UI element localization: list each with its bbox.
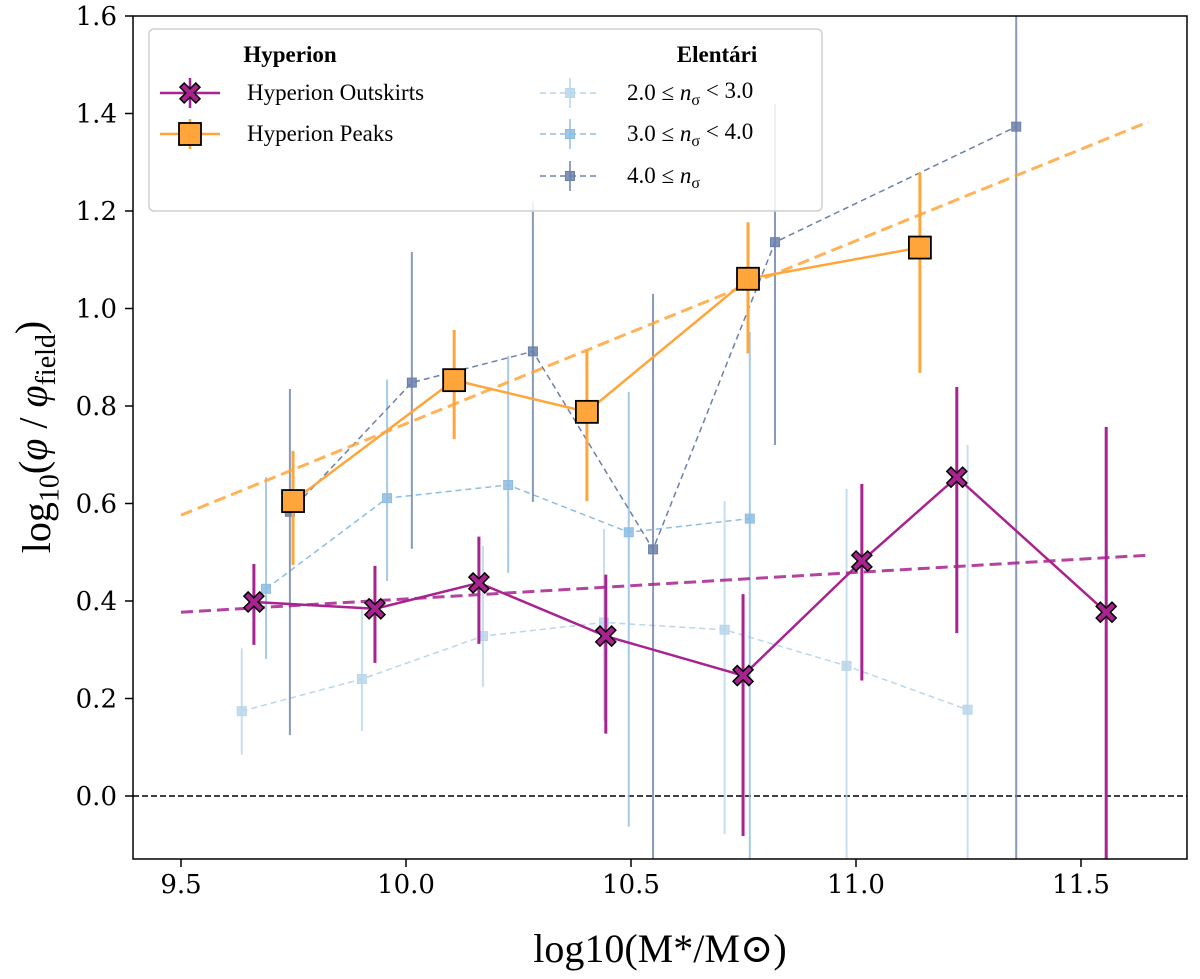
data-point	[503, 479, 514, 490]
legend-entry: 3.0 ≤ nσ < 4.0	[540, 119, 753, 150]
x-tick-label: 10.5	[602, 870, 660, 900]
data-point	[719, 624, 730, 635]
data-point	[850, 549, 873, 573]
data-point	[731, 664, 755, 687]
data-point	[841, 660, 852, 671]
x-tick-label: 10.0	[377, 870, 435, 900]
legend-label: 3.0 ≤ nσ < 4.0	[627, 119, 753, 150]
x-tick-label: 9.5	[160, 870, 201, 900]
y-tick-label: 1.6	[76, 2, 117, 32]
data-point	[527, 346, 538, 357]
series-hyperion-peaks	[180, 120, 1150, 565]
y-tick-label: 0.4	[76, 587, 117, 617]
legend-entry: Hyperion Outskirts	[160, 78, 424, 108]
data-point	[261, 583, 272, 594]
y-tick-label: 0.0	[76, 782, 117, 812]
legend-entry: 2.0 ≤ nσ < 3.0	[540, 78, 753, 109]
ticks: 9.5 10.0 10.5 11.0 11.5 0.0 0.2 0.4 0.6 0.8 1.0 1.2…	[76, 2, 1110, 900]
data-point	[363, 597, 387, 620]
data-point	[467, 571, 490, 595]
axes-frame	[132, 15, 1188, 860]
y-tick-label: 0.2	[76, 685, 117, 715]
legend-marker	[178, 81, 202, 105]
legend-entry: Hyperion Peaks	[160, 119, 393, 149]
data-point	[356, 674, 367, 684]
data-point	[744, 513, 755, 524]
legend-group-title-elentari: Elentári	[677, 42, 758, 67]
data-point	[406, 377, 417, 388]
legend-group-title-hyperion: Hyperion	[243, 42, 336, 67]
data-point	[281, 489, 305, 513]
data-point	[962, 704, 973, 715]
data-point	[908, 235, 932, 260]
y-axis-label: log10(φ / φfield)	[7, 321, 66, 554]
data-point	[236, 706, 247, 717]
fit-line	[180, 553, 1149, 614]
data-point	[242, 590, 265, 614]
y-tick-label: 0.6	[76, 490, 117, 520]
legend-entry: 4.0 ≤ nσ	[540, 161, 700, 192]
x-tick-label: 11.5	[1052, 870, 1110, 900]
legend-label: 2.0 ≤ nσ < 3.0	[627, 78, 753, 109]
x-tick-label: 11.0	[827, 870, 885, 900]
data-point	[599, 617, 609, 628]
data-point	[575, 399, 599, 424]
data-point	[648, 544, 659, 555]
data-point	[382, 493, 393, 504]
fit-line	[180, 120, 1150, 517]
series-3-0-n-4-0	[261, 331, 755, 859]
legend-marker	[565, 171, 575, 181]
y-tick-label: 0.8	[76, 392, 117, 422]
y-tick-label: 1.4	[76, 100, 117, 130]
data-point	[770, 237, 780, 248]
legend-marker	[178, 122, 202, 146]
series-line	[253, 475, 1108, 677]
legend-label: Hyperion Peaks	[247, 121, 393, 146]
data-point	[736, 266, 760, 291]
legend: Hyperion Elentári Hyperion Outskirts Hype…	[148, 28, 823, 212]
legend-marker	[565, 129, 575, 139]
plot-area	[133, 16, 1187, 859]
y-tick-label: 1.0	[76, 295, 117, 325]
data-point	[1095, 601, 1118, 624]
x-axis-label: log10(M*/M⊙)	[533, 926, 787, 971]
legend-marker	[565, 88, 575, 98]
series-hyperion-outskirts	[180, 386, 1149, 859]
data-point	[623, 527, 634, 538]
y-tick-label: 1.2	[76, 197, 117, 227]
data-point	[594, 625, 617, 648]
data-point	[945, 466, 968, 489]
series-2-0-n-3-0	[236, 445, 973, 859]
legend-label: Hyperion Outskirts	[247, 80, 424, 105]
legend-box	[148, 28, 823, 212]
data-point	[442, 368, 467, 393]
legend-label: 4.0 ≤ nσ	[627, 163, 700, 192]
data-point	[1011, 121, 1022, 132]
